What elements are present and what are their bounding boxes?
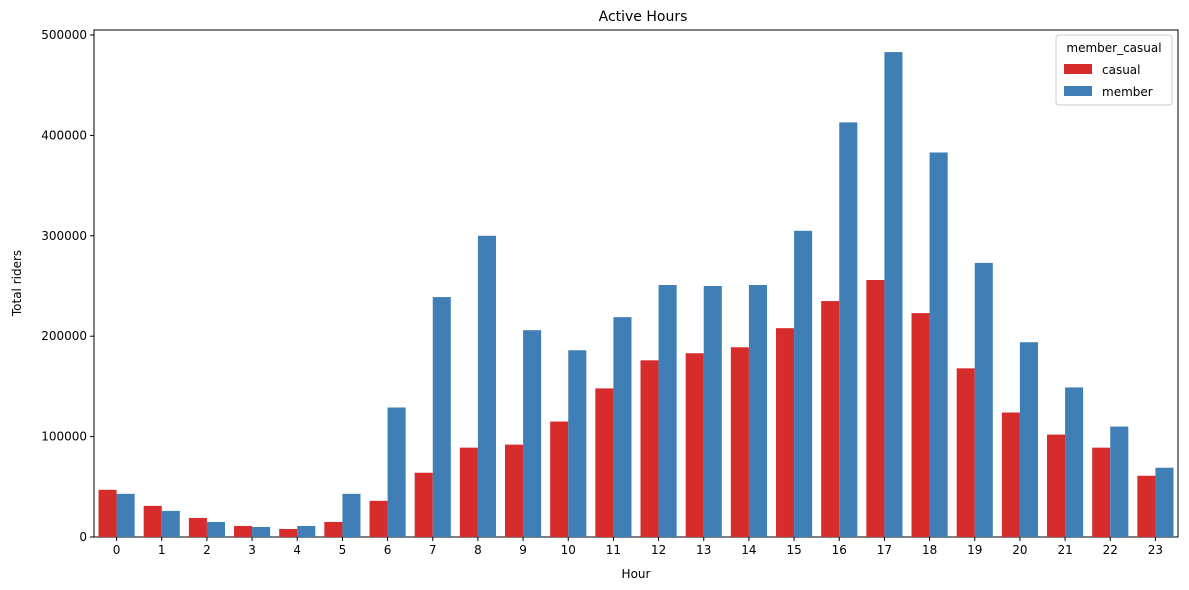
bar-member-16 [839, 122, 858, 538]
bar-member-9 [523, 330, 542, 537]
x-tick-label: 11 [606, 543, 621, 557]
plot-area [93, 29, 1179, 538]
x-tick-label: 7 [429, 543, 437, 557]
bar-member-5 [342, 493, 361, 537]
bar-casual-6 [369, 500, 388, 537]
x-tick-label: 0 [113, 543, 121, 557]
legend-swatch-casual [1064, 64, 1092, 74]
bar-casual-22 [1092, 447, 1111, 537]
plot-frame [93, 29, 1179, 538]
bar-member-4 [297, 525, 316, 537]
bar-member-14 [748, 285, 767, 537]
x-tick-label: 23 [1148, 543, 1163, 557]
x-tick-label: 17 [877, 543, 892, 557]
x-tick-label: 21 [1057, 543, 1072, 557]
bar-casual-4 [279, 528, 298, 537]
bar-casual-13 [685, 353, 704, 537]
bar-member-19 [974, 262, 993, 537]
x-tick-label: 5 [339, 543, 347, 557]
bar-member-13 [703, 286, 722, 537]
bar-casual-20 [1001, 412, 1020, 537]
y-tick-label: 0 [79, 530, 87, 544]
bar-member-22 [1110, 426, 1129, 537]
bar-casual-23 [1137, 475, 1156, 537]
bars-group [98, 52, 1174, 538]
bar-casual-21 [1047, 434, 1066, 537]
x-tick-label: 10 [561, 543, 576, 557]
y-tick-label: 400000 [41, 128, 87, 142]
bar-casual-8 [459, 447, 478, 537]
bar-casual-16 [821, 301, 840, 537]
x-tick-label: 18 [922, 543, 937, 557]
x-tick-label: 3 [248, 543, 256, 557]
bar-member-0 [116, 493, 135, 537]
legend-swatch-member [1064, 86, 1092, 96]
x-tick-label: 4 [293, 543, 301, 557]
y-axis-title: Total riders [10, 250, 24, 317]
bar-member-10 [568, 350, 587, 537]
bar-casual-9 [505, 444, 524, 537]
chart-title: Active Hours [599, 9, 688, 25]
bar-member-12 [658, 285, 677, 537]
x-tick-label: 8 [474, 543, 482, 557]
bar-member-17 [884, 52, 903, 537]
y-tick-label: 500000 [41, 28, 87, 42]
bar-casual-10 [550, 421, 569, 537]
bar-casual-15 [776, 328, 795, 537]
bar-casual-5 [324, 521, 343, 537]
bar-casual-19 [956, 368, 975, 537]
bar-casual-17 [866, 279, 885, 537]
x-tick-label: 16 [832, 543, 847, 557]
x-tick-label: 15 [786, 543, 801, 557]
bar-casual-0 [98, 489, 117, 537]
bar-casual-18 [911, 313, 930, 537]
bar-casual-3 [234, 525, 253, 537]
x-tick-label: 12 [651, 543, 666, 557]
y-tick-label: 200000 [41, 329, 87, 343]
x-tick-label: 2 [203, 543, 211, 557]
bar-member-3 [252, 526, 271, 537]
x-tick-label: 19 [967, 543, 982, 557]
bar-member-11 [613, 317, 632, 537]
x-tick-label: 9 [519, 543, 527, 557]
legend-title: member_casual [1066, 41, 1161, 55]
x-tick-label: 1 [158, 543, 166, 557]
bar-casual-7 [414, 472, 433, 537]
bar-member-15 [794, 230, 813, 537]
y-tick-label: 100000 [41, 430, 87, 444]
bar-member-21 [1065, 387, 1084, 537]
bar-member-1 [161, 510, 180, 537]
bar-casual-1 [143, 505, 162, 537]
x-tick-label: 20 [1012, 543, 1027, 557]
bar-member-8 [477, 235, 496, 537]
x-axis: 0 1 2 3 4 5 6 7 8 9 10 11 12 13 14 15 16 17 18 19 20 21 22 23 [113, 537, 1163, 557]
bar-member-23 [1155, 467, 1174, 537]
bar-member-2 [206, 521, 225, 537]
x-axis-title: Hour [622, 567, 651, 581]
bar-casual-14 [730, 347, 749, 537]
x-tick-label: 14 [741, 543, 756, 557]
bar-casual-11 [595, 388, 614, 537]
legend-label-casual: casual [1102, 63, 1141, 77]
y-axis: 0 100000 200000 300000 400000 500000 [41, 28, 94, 544]
y-tick-label: 300000 [41, 229, 87, 243]
x-tick-label: 6 [384, 543, 392, 557]
x-tick-label: 13 [696, 543, 711, 557]
bar-member-20 [1019, 342, 1038, 537]
bar-casual-2 [188, 517, 207, 537]
x-tick-label: 22 [1103, 543, 1118, 557]
bar-casual-12 [640, 360, 659, 537]
bar-member-7 [432, 297, 451, 537]
bar-member-6 [387, 407, 406, 537]
bar-member-18 [929, 152, 948, 538]
legend-label-member: member [1102, 85, 1153, 99]
